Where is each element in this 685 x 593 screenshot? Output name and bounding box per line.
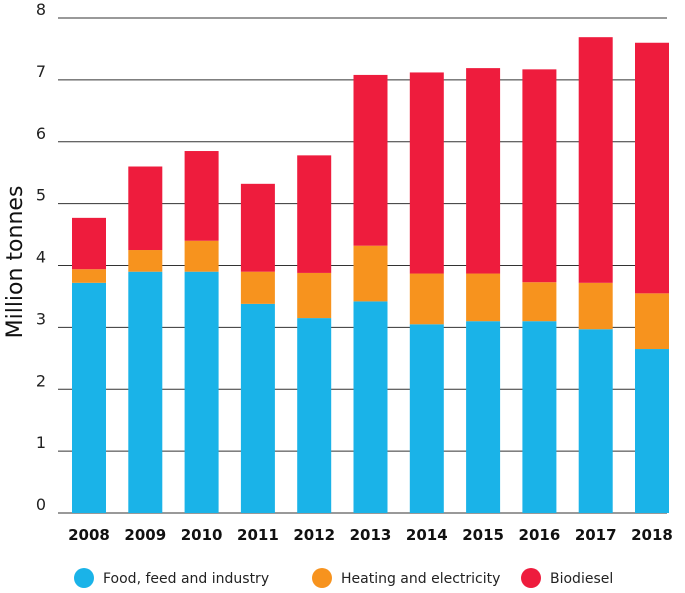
- legend-label-food-feed-and-industry: Food, feed and industry: [103, 571, 269, 587]
- bar-2010-heating-and-electricity: [184, 240, 219, 272]
- bar-2018-biodiesel: [635, 42, 669, 294]
- y-tick-4: 4: [36, 248, 46, 267]
- bar-2015-biodiesel: [466, 68, 501, 274]
- bar-2008-biodiesel: [72, 217, 106, 270]
- bars: [72, 37, 669, 513]
- legend-label-biodiesel: Biodiesel: [550, 571, 613, 587]
- legend: Food, feed and industry Heating and elect…: [74, 568, 613, 588]
- bar-2008-food-feed-and-industry: [72, 282, 106, 513]
- x-tick-2011: 2011: [237, 526, 279, 544]
- bar-2014-food-feed-and-industry: [409, 324, 444, 513]
- bar-2011-heating-and-electricity: [240, 271, 275, 304]
- legend-swatch-heating-and-electricity: [312, 568, 332, 588]
- x-tick-2017: 2017: [575, 526, 617, 544]
- x-tick-2018: 2018: [631, 526, 673, 544]
- bar-2013-food-feed-and-industry: [353, 301, 388, 513]
- bar-2016-heating-and-electricity: [522, 282, 557, 322]
- bar-2009-food-feed-and-industry: [128, 271, 163, 513]
- bar-2017-food-feed-and-industry: [578, 329, 613, 513]
- bar-2009-heating-and-electricity: [128, 250, 163, 272]
- x-tick-2009: 2009: [124, 526, 166, 544]
- y-tick-5: 5: [36, 186, 46, 205]
- bar-2013-biodiesel: [353, 74, 388, 246]
- x-tick-2008: 2008: [68, 526, 110, 544]
- x-tick-labels: 2008 2009 2010 2011 2012 2013 2014 2015 2016 2017…: [68, 526, 673, 544]
- x-tick-2010: 2010: [181, 526, 223, 544]
- bar-2017-biodiesel: [578, 37, 613, 283]
- x-tick-2016: 2016: [519, 526, 561, 544]
- bar-2016-food-feed-and-industry: [522, 321, 557, 513]
- bar-2014-biodiesel: [409, 72, 444, 274]
- x-tick-2013: 2013: [350, 526, 392, 544]
- y-tick-1: 1: [36, 433, 46, 452]
- bar-2010-biodiesel: [184, 151, 219, 241]
- bar-2018-food-feed-and-industry: [635, 349, 669, 513]
- bar-2010-food-feed-and-industry: [184, 271, 219, 513]
- bar-2013-heating-and-electricity: [353, 245, 388, 302]
- bar-2017-heating-and-electricity: [578, 282, 613, 330]
- x-tick-2012: 2012: [293, 526, 335, 544]
- y-tick-8: 8: [36, 0, 46, 19]
- x-tick-2014: 2014: [406, 526, 448, 544]
- legend-label-heating-and-electricity: Heating and electricity: [341, 571, 500, 587]
- bar-2014-heating-and-electricity: [409, 273, 444, 325]
- y-tick-0: 0: [36, 495, 46, 514]
- bar-2011-food-feed-and-industry: [240, 303, 275, 513]
- bar-2015-heating-and-electricity: [466, 273, 501, 322]
- x-tick-2015: 2015: [462, 526, 504, 544]
- bar-2011-biodiesel: [240, 183, 275, 272]
- y-tick-7: 7: [36, 62, 46, 81]
- bar-2018-heating-and-electricity: [635, 293, 669, 350]
- bar-2016-biodiesel: [522, 69, 557, 283]
- legend-swatch-food-feed-and-industry: [74, 568, 94, 588]
- bar-2008-heating-and-electricity: [72, 269, 106, 283]
- y-axis-label: Million tonnes: [3, 186, 28, 339]
- bar-2012-biodiesel: [297, 155, 332, 273]
- bar-2015-food-feed-and-industry: [466, 321, 501, 513]
- y-tick-3: 3: [36, 309, 46, 328]
- y-tick-2: 2: [36, 371, 46, 390]
- y-tick-6: 6: [36, 124, 46, 143]
- bar-2012-food-feed-and-industry: [297, 318, 332, 513]
- bar-2009-biodiesel: [128, 166, 163, 251]
- y-tick-labels: 0 1 2 3 4 5 6 7 8: [36, 0, 46, 514]
- legend-swatch-biodiesel: [521, 568, 541, 588]
- bar-2012-heating-and-electricity: [297, 272, 332, 319]
